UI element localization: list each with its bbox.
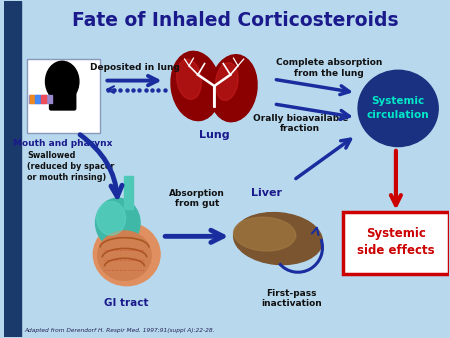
Ellipse shape — [234, 213, 322, 265]
Ellipse shape — [95, 198, 140, 247]
Ellipse shape — [93, 223, 160, 286]
Ellipse shape — [171, 51, 220, 121]
FancyBboxPatch shape — [49, 89, 76, 111]
Bar — [30, 95, 34, 102]
Text: Complete absorption
from the lung: Complete absorption from the lung — [276, 58, 382, 77]
Bar — [41, 95, 46, 102]
Bar — [4, 1, 21, 337]
Text: GI tract: GI tract — [104, 298, 149, 308]
Bar — [36, 95, 40, 102]
FancyBboxPatch shape — [27, 59, 100, 133]
Text: Systemic
circulation: Systemic circulation — [367, 96, 429, 120]
Ellipse shape — [216, 63, 238, 100]
Text: Fate of Inhaled Corticosteroids: Fate of Inhaled Corticosteroids — [72, 11, 399, 30]
Ellipse shape — [45, 61, 79, 102]
Bar — [124, 176, 133, 210]
Text: Deposited in lung: Deposited in lung — [90, 63, 180, 72]
Bar — [29, 95, 52, 103]
Ellipse shape — [97, 201, 126, 235]
FancyBboxPatch shape — [343, 212, 449, 274]
Text: Mouth and pharynx: Mouth and pharynx — [14, 139, 113, 148]
Text: Liver: Liver — [252, 188, 282, 198]
Ellipse shape — [210, 55, 257, 122]
Text: Adapted from Derendorf H. Respir Med. 1997;91(suppl A):22-28.: Adapted from Derendorf H. Respir Med. 19… — [24, 328, 215, 333]
Ellipse shape — [358, 70, 438, 147]
Ellipse shape — [234, 217, 296, 251]
Text: Absorption
from gut: Absorption from gut — [169, 189, 225, 208]
Text: First-pass
inactivation: First-pass inactivation — [261, 289, 322, 308]
Ellipse shape — [98, 231, 151, 280]
Text: Orally bioavailable
fraction: Orally bioavailable fraction — [252, 114, 348, 133]
Text: Systemic
side effects: Systemic side effects — [357, 227, 435, 257]
Ellipse shape — [176, 59, 202, 99]
Text: Swallowed
(reduced by spacer
or mouth rinsing): Swallowed (reduced by spacer or mouth ri… — [27, 151, 115, 183]
Text: Lung: Lung — [199, 130, 230, 140]
